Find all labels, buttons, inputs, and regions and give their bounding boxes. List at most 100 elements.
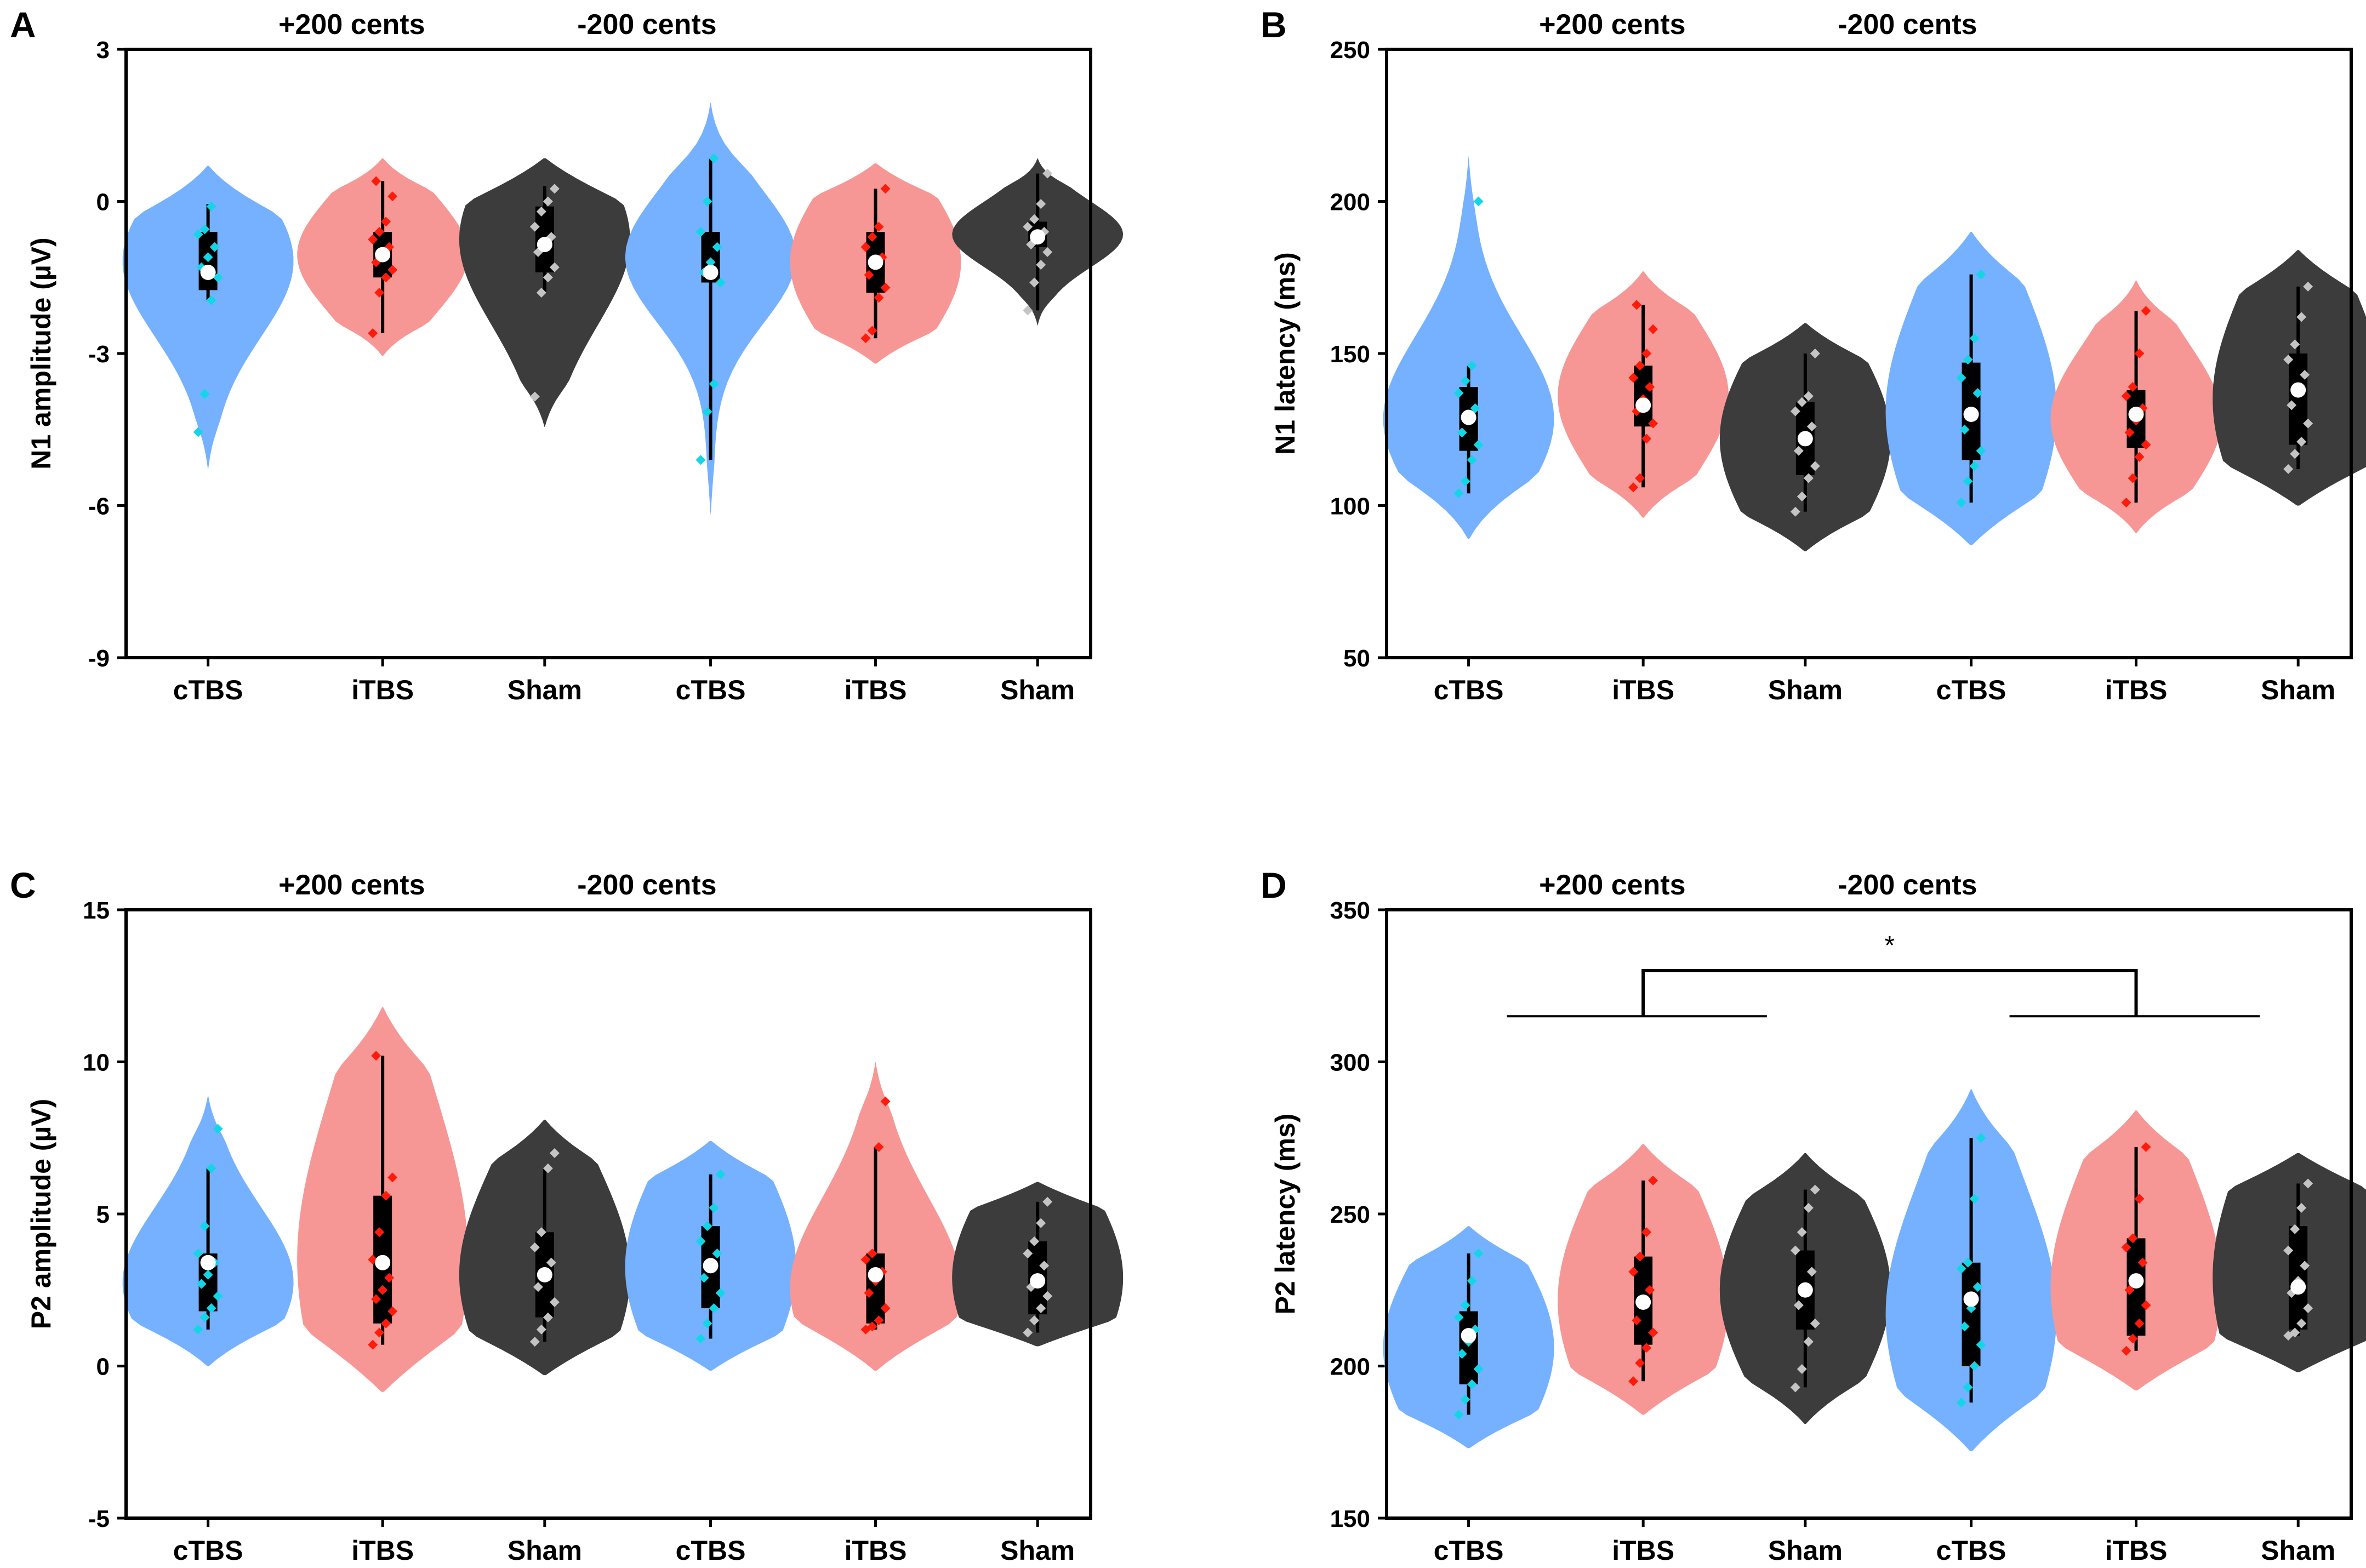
- data-point: [1963, 1382, 1973, 1393]
- data-point: [1023, 1327, 1033, 1338]
- iqr-box: [2289, 353, 2308, 445]
- y-tick-label: 100: [1330, 493, 1370, 520]
- panel-label: D: [1261, 865, 1287, 905]
- data-point: [374, 227, 385, 237]
- data-point: [695, 227, 706, 237]
- data-point: [371, 176, 381, 186]
- data-point: [1645, 1285, 1655, 1295]
- data-point: [1457, 1349, 1467, 1359]
- violin-group-itbs: [1558, 1144, 1729, 1415]
- data-point: [2134, 452, 2145, 462]
- violin-group-sham: [952, 1182, 1124, 1347]
- data-point: [2128, 382, 2138, 392]
- data-point: [867, 326, 877, 336]
- y-tick-label: -6: [88, 493, 110, 520]
- data-point: [1467, 1276, 1477, 1286]
- mean-marker: [200, 1255, 216, 1270]
- data-point: [536, 1324, 546, 1335]
- violin-body: [1383, 156, 1554, 539]
- violin-group-sham: [1719, 1153, 1891, 1424]
- data-point: [2137, 1257, 2148, 1268]
- x-tick-label: cTBS: [1936, 675, 2006, 705]
- data-point: [1036, 199, 1046, 209]
- plot-frame: [1385, 908, 2353, 1520]
- mean-marker: [1963, 1291, 1979, 1307]
- violin-body: [122, 166, 294, 470]
- data-point: [1797, 491, 1807, 501]
- data-point: [368, 328, 378, 338]
- violin-group-sham: [2213, 250, 2366, 506]
- data-point: [2303, 418, 2313, 429]
- data-point: [543, 196, 553, 207]
- data-point: [1797, 1227, 1807, 1238]
- x-tick-label: Sham: [1000, 1535, 1075, 1566]
- mean-marker: [375, 247, 391, 263]
- data-point: [1473, 196, 1484, 207]
- data-point: [709, 153, 719, 163]
- panel-c: C +200 cents -200 cents P2 amplitude (µV) 15…: [10, 865, 1124, 1566]
- data-point: [196, 1279, 207, 1289]
- group-header: -200 cents: [1838, 869, 1977, 901]
- data-point: [1470, 403, 1480, 413]
- x-tick-label: iTBS: [845, 1535, 907, 1566]
- mean-marker: [1797, 431, 1813, 447]
- data-point: [1641, 1227, 1652, 1238]
- data-point: [543, 272, 553, 283]
- data-point: [2300, 369, 2310, 380]
- data-point: [1790, 1245, 1800, 1256]
- y-tick-label: 350: [1330, 897, 1370, 924]
- data-point: [2303, 1303, 2313, 1314]
- y-axis-label: N1 amplitude (µV): [26, 237, 56, 469]
- data-point: [860, 1255, 871, 1265]
- data-point: [1810, 1318, 1820, 1328]
- x-tick-label: iTBS: [1612, 675, 1674, 705]
- data-point: [2128, 1333, 2138, 1344]
- data-point: [1029, 1236, 1040, 1246]
- violin-group-itbs: [2050, 1110, 2222, 1390]
- data-point: [2283, 355, 2294, 365]
- data-point: [1457, 427, 1467, 438]
- data-point: [1956, 1263, 1966, 1274]
- data-point: [1963, 476, 1973, 487]
- data-point: [2121, 1242, 2131, 1253]
- x-tick-label: iTBS: [845, 675, 907, 705]
- y-tick-label: 3: [96, 37, 110, 64]
- data-point: [1042, 247, 1053, 257]
- data-point: [2283, 1245, 2294, 1256]
- x-tick-label: cTBS: [173, 675, 243, 705]
- data-point: [1803, 473, 1814, 483]
- data-point: [1023, 305, 1033, 316]
- violin-group-ctbs: [122, 166, 294, 470]
- x-tick-label: Sham: [508, 1535, 582, 1566]
- data-point: [199, 1221, 210, 1231]
- mean-marker: [1461, 1328, 1476, 1343]
- group-header: -200 cents: [577, 9, 716, 41]
- x-tick-label: Sham: [1768, 1535, 1843, 1566]
- data-point: [1645, 382, 1655, 392]
- data-point: [880, 282, 891, 293]
- data-point: [381, 1190, 391, 1201]
- data-point: [1042, 1291, 1053, 1301]
- violin-group-ctbs: [1885, 1089, 2057, 1451]
- x-tick-label: Sham: [2261, 1535, 2335, 1566]
- data-point: [2303, 281, 2313, 292]
- violin-group-itbs: [790, 1062, 961, 1371]
- violin-group-ctbs: [625, 102, 796, 516]
- data-point: [213, 272, 223, 283]
- data-point: [1959, 424, 1970, 435]
- data-point: [374, 288, 385, 298]
- y-tick-label: 300: [1330, 1050, 1370, 1076]
- data-point: [1969, 1194, 1980, 1204]
- data-point: [2128, 1233, 2138, 1244]
- x-tick-label: iTBS: [2105, 1535, 2168, 1566]
- iqr-box: [1962, 1262, 1981, 1366]
- x-tick-label: cTBS: [173, 1535, 243, 1566]
- data-point: [371, 1051, 381, 1061]
- data-point: [543, 1163, 553, 1173]
- data-point: [374, 1227, 385, 1238]
- x-tick-label: cTBS: [1434, 675, 1504, 705]
- data-point: [1641, 1343, 1652, 1353]
- panel-d: D +200 cents -200 cents P2 latency (ms) 350 3…: [1261, 865, 2366, 1566]
- data-point: [1628, 482, 1639, 493]
